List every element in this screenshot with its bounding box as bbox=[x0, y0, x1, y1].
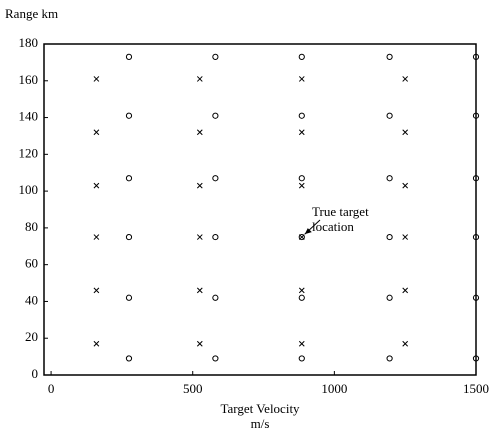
cross-marker bbox=[298, 234, 305, 240]
circle-marker bbox=[298, 355, 305, 362]
cross-marker bbox=[93, 234, 100, 240]
cross-marker bbox=[298, 129, 305, 136]
circle-marker bbox=[298, 233, 305, 241]
cross-marker bbox=[402, 76, 409, 82]
circle-marker bbox=[386, 233, 393, 241]
circle-marker bbox=[386, 355, 393, 362]
y-tick-label: 100 bbox=[19, 182, 39, 197]
circle-marker bbox=[386, 53, 393, 60]
y-tick-label: 40 bbox=[25, 292, 38, 307]
cross-marker bbox=[402, 182, 409, 189]
x-axis-label: Target Velocity bbox=[220, 401, 300, 416]
cross-marker bbox=[402, 234, 409, 240]
circle-marker bbox=[212, 53, 219, 60]
cross-marker bbox=[298, 182, 305, 189]
circle-marker bbox=[125, 233, 133, 241]
cross-marker bbox=[402, 340, 409, 347]
x-tick-label: 0 bbox=[48, 381, 55, 396]
annotation: True target bbox=[312, 204, 369, 219]
circle-marker bbox=[472, 175, 480, 182]
circle-marker bbox=[125, 355, 133, 362]
cross-marker bbox=[196, 234, 203, 240]
circle-marker bbox=[298, 53, 305, 60]
circle-marker bbox=[298, 112, 305, 119]
cross-marker bbox=[298, 287, 305, 294]
cross-marker bbox=[93, 76, 100, 82]
cross-marker bbox=[93, 287, 100, 294]
cross-marker bbox=[93, 340, 100, 347]
y-tick-label: 0 bbox=[32, 366, 39, 381]
cross-marker bbox=[402, 287, 409, 294]
cross-marker bbox=[93, 129, 100, 136]
x-tick-label: 500 bbox=[183, 381, 203, 396]
circle-marker bbox=[125, 175, 133, 182]
circle-marker bbox=[125, 53, 133, 60]
cross-marker bbox=[402, 129, 409, 136]
x-tick-label: 1000 bbox=[321, 381, 347, 396]
annotation: location bbox=[312, 219, 354, 234]
circle-marker bbox=[125, 112, 133, 119]
circle-marker bbox=[125, 294, 133, 301]
circle-marker bbox=[472, 294, 480, 301]
circle-marker bbox=[472, 53, 480, 60]
cross-marker bbox=[93, 182, 100, 189]
circle-marker bbox=[386, 294, 393, 301]
arrow-head bbox=[304, 228, 312, 235]
circle-marker bbox=[472, 233, 480, 241]
circle-marker bbox=[212, 355, 219, 362]
cross-marker bbox=[298, 76, 305, 82]
y-tick-label: 160 bbox=[19, 72, 39, 87]
circle-marker bbox=[298, 294, 305, 301]
x-axis-unit: m/s bbox=[251, 416, 270, 431]
cross-marker bbox=[298, 340, 305, 347]
y-tick-label: 60 bbox=[25, 256, 38, 271]
circle-marker bbox=[212, 294, 219, 301]
cross-marker bbox=[196, 287, 203, 294]
y-axis-label: Range km bbox=[5, 6, 58, 21]
cross-marker bbox=[196, 129, 203, 136]
circle-marker bbox=[212, 233, 219, 241]
cross-marker bbox=[196, 76, 203, 82]
y-tick-label: 180 bbox=[19, 35, 39, 50]
circle-marker bbox=[298, 175, 305, 182]
y-tick-label: 140 bbox=[19, 109, 39, 124]
y-tick-label: 80 bbox=[25, 219, 38, 234]
circle-marker bbox=[386, 112, 393, 119]
circle-marker bbox=[472, 112, 480, 119]
x-tick-label: 1500 bbox=[463, 381, 489, 396]
y-tick-label: 120 bbox=[19, 145, 39, 160]
y-tick-label: 20 bbox=[25, 329, 38, 344]
circle-marker bbox=[212, 175, 219, 182]
cross-marker bbox=[196, 340, 203, 347]
circle-marker bbox=[386, 175, 393, 182]
circle-marker bbox=[212, 112, 219, 119]
plot-frame bbox=[43, 43, 477, 376]
cross-marker bbox=[196, 182, 203, 189]
circle-marker bbox=[472, 355, 480, 362]
